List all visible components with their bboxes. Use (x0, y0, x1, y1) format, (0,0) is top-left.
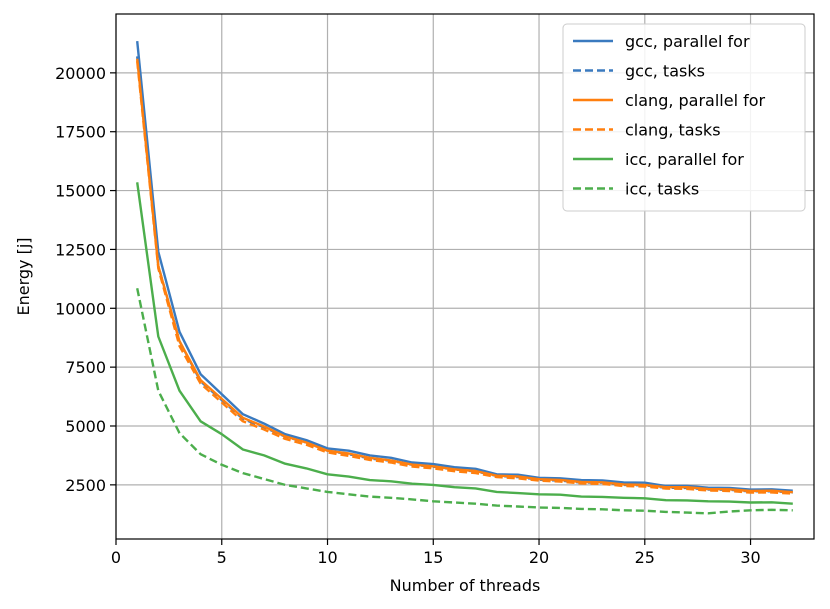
x-axis-label: Number of threads (390, 576, 541, 595)
legend-label: gcc, tasks (625, 62, 705, 81)
legend-label: icc, tasks (625, 180, 699, 199)
x-tick-label: 20 (529, 548, 549, 567)
legend: gcc, parallel for gcc, tasks clang, parall… (562, 23, 806, 212)
y-tick-label: 17500 (55, 123, 106, 142)
x-tick-label: 15 (423, 548, 443, 567)
y-tick-label: 15000 (55, 182, 106, 201)
plot-frame (115, 13, 815, 540)
y-tick-label: 5000 (65, 417, 106, 436)
y-tick-label: 10000 (55, 299, 106, 318)
legend-label: clang, parallel for (625, 91, 766, 110)
y-axis-label: Energy [j] (14, 237, 33, 315)
series-line-3 (136, 60, 793, 495)
legend-label: icc, parallel for (625, 150, 744, 169)
x-tick-label: 10 (317, 548, 337, 567)
x-tick-label: 5 (217, 548, 227, 567)
y-tick-label: 7500 (65, 358, 106, 377)
y-tick-label: 12500 (55, 240, 106, 259)
series-line-2 (136, 58, 793, 494)
x-tick-label: 30 (740, 548, 760, 567)
x-tick-label: 0 (111, 548, 121, 567)
x-tick-label: 25 (635, 548, 655, 567)
y-tick-label: 20000 (55, 64, 106, 83)
legend-box (562, 23, 806, 212)
series-lines (136, 40, 793, 515)
axis-ticks: 0 5 10 15 20 25 30 2500 5000 7500 10000 12500 15000 1… (55, 64, 761, 567)
legend-label: clang, tasks (625, 121, 721, 140)
series-line-5 (136, 288, 793, 515)
series-line-4 (136, 182, 793, 505)
legend-label: gcc, parallel for (625, 32, 750, 51)
y-tick-label: 2500 (65, 476, 106, 495)
